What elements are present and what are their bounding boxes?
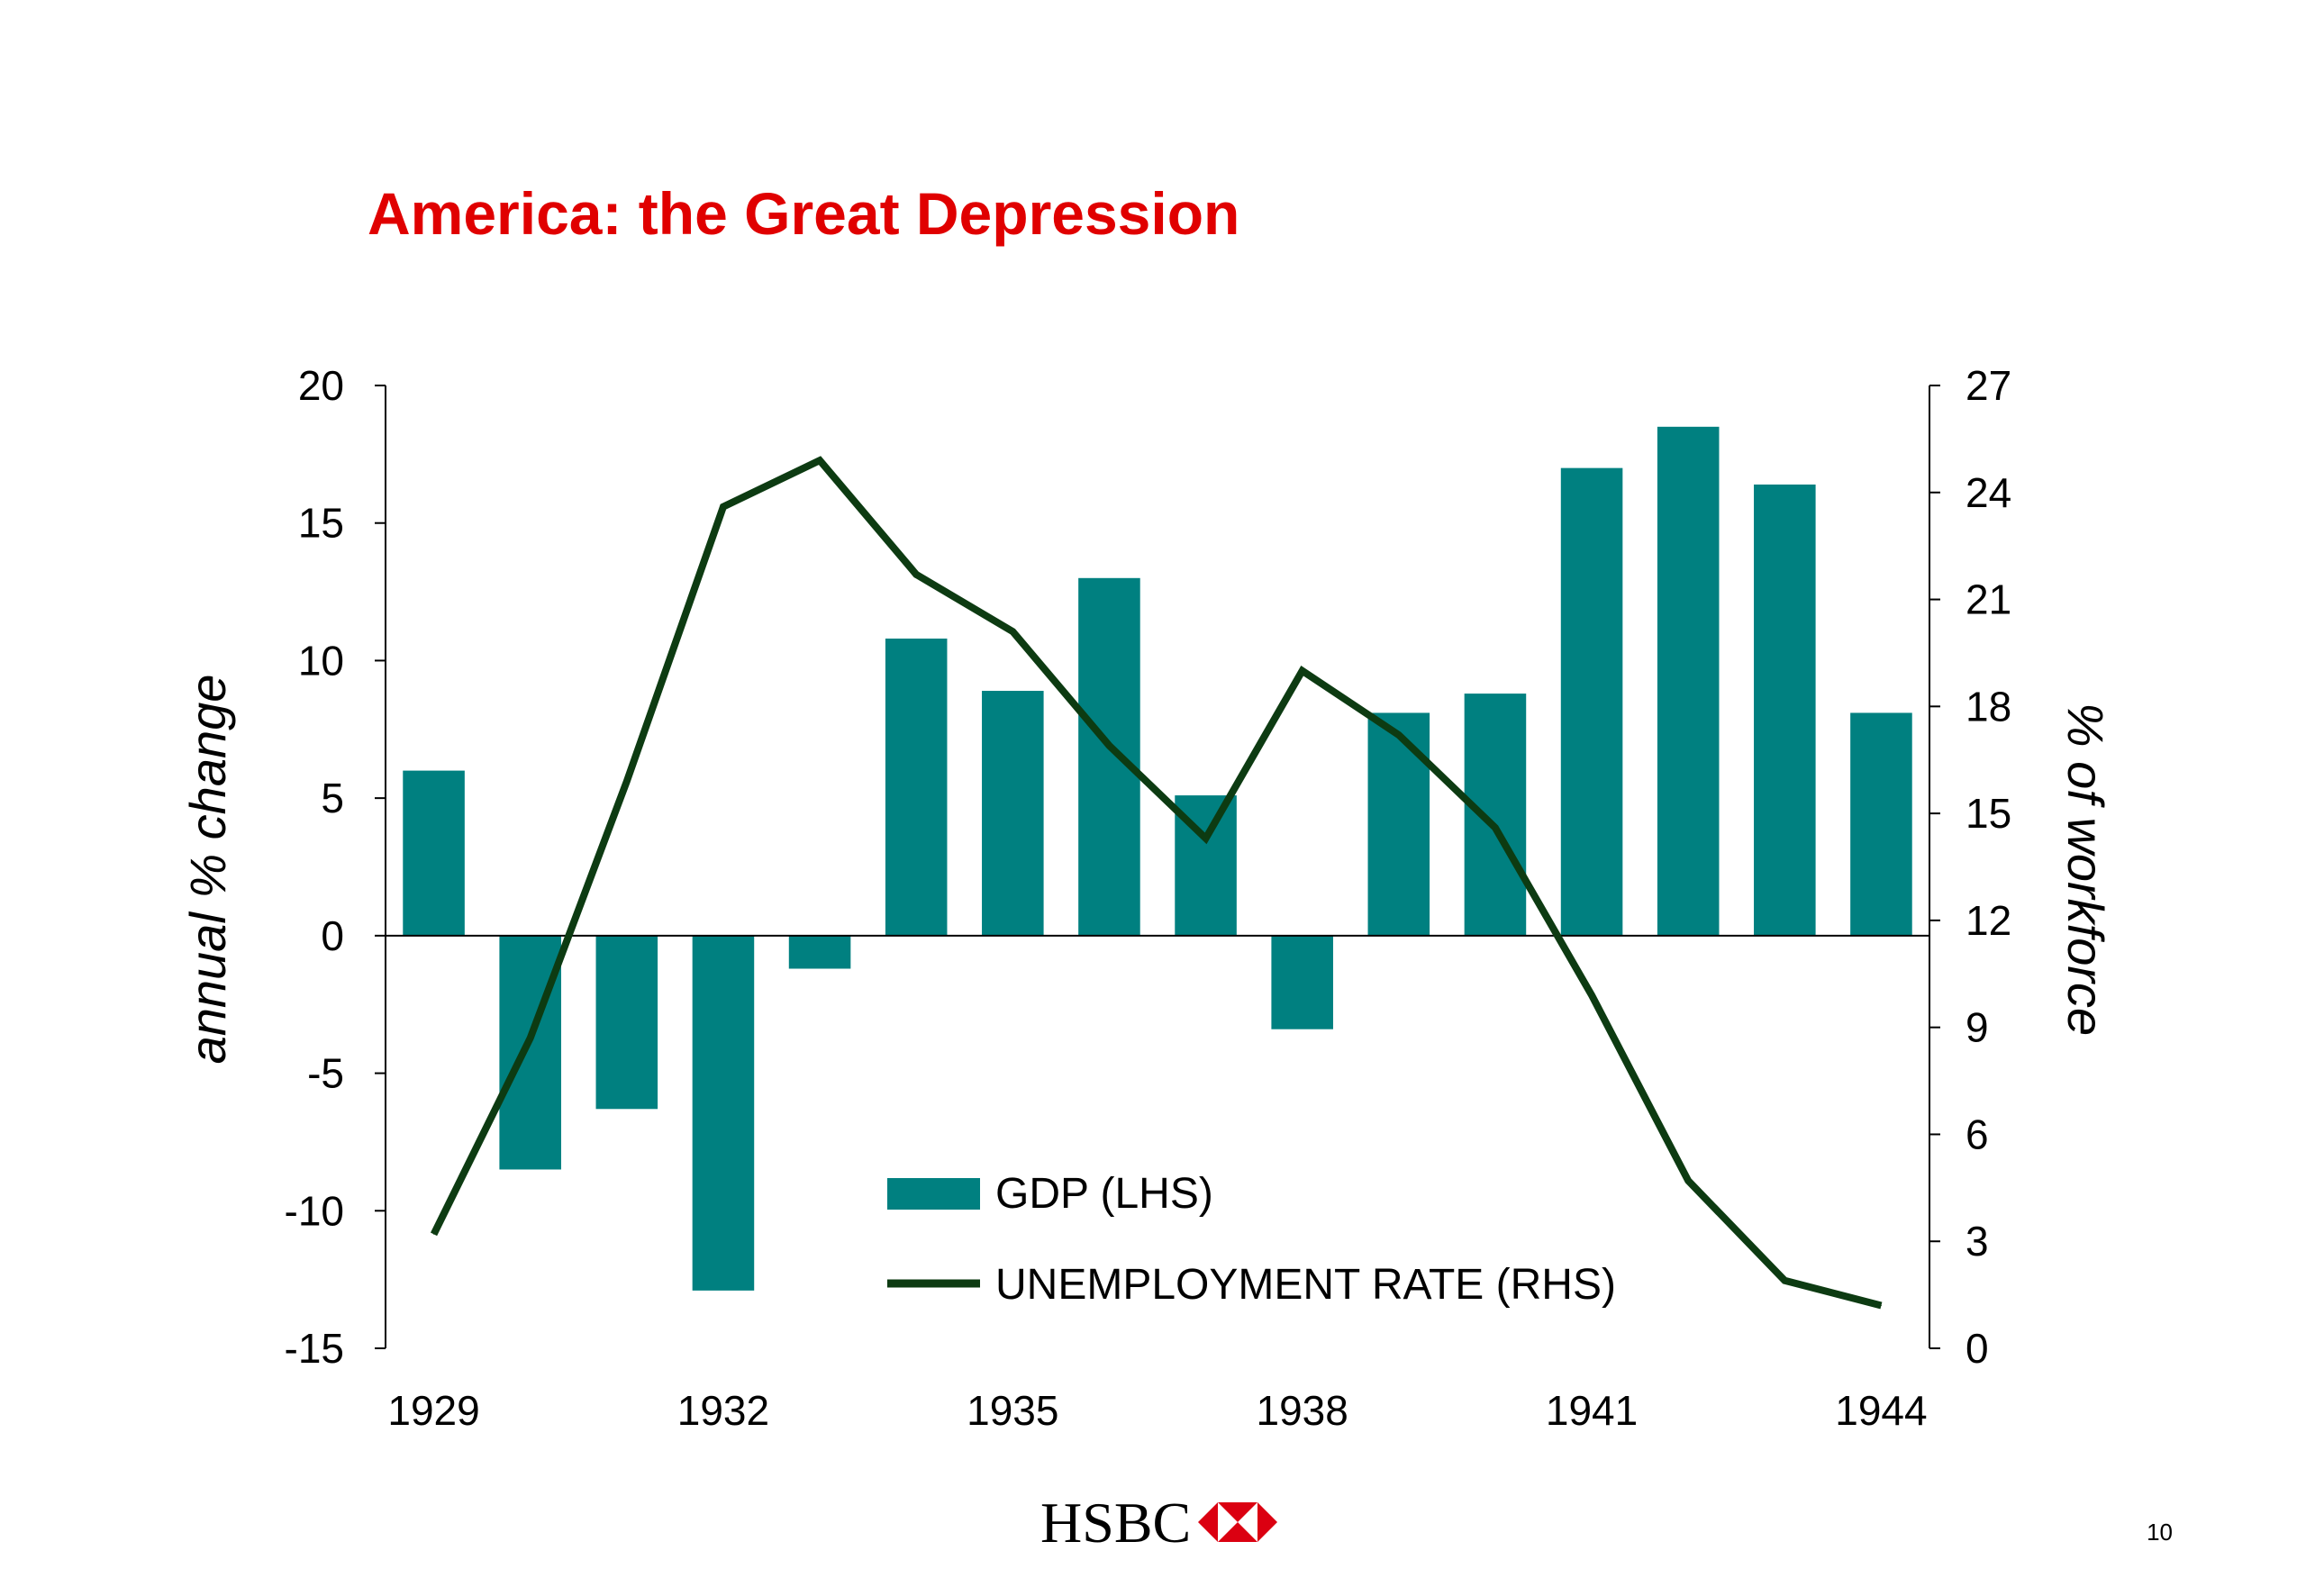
gdp-bar-1938	[1271, 935, 1333, 1029]
left-tick-label: -5	[307, 1050, 344, 1097]
x-tick-label: 1941	[1546, 1387, 1638, 1434]
legend: GDP (LHS) UNEMPLOYMENT RATE (RHS)	[887, 1170, 1616, 1309]
x-tick-label: 1935	[967, 1387, 1058, 1434]
unemployment-point-1941	[1591, 994, 1593, 996]
left-tick-label: 0	[321, 912, 344, 959]
logo-bottom-bow	[1218, 1522, 1257, 1542]
x-tick-label: 1944	[1835, 1387, 1927, 1434]
unemployment-point-1940	[1494, 827, 1496, 829]
left-tick-label: 15	[298, 500, 344, 547]
gdp-bar-1943	[1754, 484, 1816, 936]
gdp-bar-1942	[1657, 426, 1720, 936]
gdp-bar-1936	[1078, 577, 1140, 936]
x-tick-label: 1932	[677, 1387, 769, 1434]
gdp-bar-1933	[788, 935, 851, 969]
gdp-bar-1940	[1464, 694, 1527, 936]
x-tick-label: 1929	[387, 1387, 479, 1434]
gdp-bar-1932	[692, 935, 755, 1291]
gdp-bar-1935	[982, 691, 1044, 936]
hsbc-logo-text: HSBC	[1040, 1491, 1191, 1555]
left-axis-title: annual % change	[179, 675, 236, 1065]
logo-top-bow	[1218, 1502, 1257, 1522]
unemployment-point-1934	[915, 574, 917, 576]
unemployment-point-1935	[1012, 630, 1013, 632]
left-tick-label: 10	[298, 637, 344, 684]
gdp-bar-1931	[595, 935, 658, 1110]
gdp-bar-1934	[885, 638, 948, 936]
right-tick-label: 27	[1966, 362, 2011, 409]
unemployment-point-1932	[722, 506, 724, 508]
gdp-bars	[403, 426, 1912, 1291]
unemployment-point-1939	[1398, 734, 1400, 736]
left-tick-label: -15	[285, 1325, 344, 1372]
right-tick-label: 9	[1966, 1004, 1989, 1051]
logo-top-left-triangle	[1198, 1502, 1218, 1542]
right-axis: 27 24 21 18 15 12 9 6 3 0	[1929, 362, 2011, 1372]
unemployment-point-1943	[1784, 1280, 1785, 1282]
legend-gdp-swatch	[887, 1178, 980, 1210]
legend-unemployment-label: UNEMPLOYMENT RATE (RHS)	[995, 1261, 1616, 1309]
left-tick-label: 20	[298, 362, 344, 409]
left-tick-label: -10	[285, 1187, 344, 1234]
right-axis-title: % of workforce	[2057, 703, 2114, 1036]
right-tick-label: 12	[1966, 897, 2011, 944]
gdp-bar-1941	[1560, 467, 1623, 936]
right-tick-label: 18	[1966, 683, 2011, 730]
right-tick-label: 6	[1966, 1111, 1989, 1157]
unemployment-point-1929	[433, 1233, 435, 1235]
hsbc-hexagon-icon	[1198, 1502, 1277, 1542]
left-tick-label: 5	[321, 775, 344, 821]
x-tick-label: 1938	[1257, 1387, 1348, 1434]
x-axis: 1929 1932 1935 1938 1941 1944	[387, 1387, 1927, 1434]
gdp-bar-1929	[403, 770, 465, 936]
gdp-bar-1944	[1850, 712, 1912, 936]
unemployment-point-1942	[1687, 1180, 1689, 1182]
unemployment-point-1931	[626, 780, 628, 782]
unemployment-point-1937	[1205, 838, 1207, 839]
unemployment-point-1944	[1880, 1304, 1882, 1306]
right-tick-label: 21	[1966, 576, 2011, 623]
page-number: 10	[2147, 1519, 2173, 1546]
unemployment-line	[430, 456, 1883, 1310]
legend-gdp-label: GDP (LHS)	[995, 1170, 1213, 1218]
right-tick-label: 3	[1966, 1218, 1989, 1265]
unemployment-series-line	[430, 456, 1883, 1310]
unemployment-point-1933	[819, 459, 821, 461]
right-tick-label: 24	[1966, 469, 2011, 516]
gdp-bar-1939	[1367, 712, 1430, 936]
left-axis: 20 15 10 5 0 -5 -10 -15	[285, 362, 386, 1372]
unemployment-point-1938	[1302, 670, 1303, 672]
chart-title: America: the Great Depression	[368, 180, 1239, 247]
unemployment-point-1936	[1108, 745, 1110, 747]
logo-top-right-triangle	[1257, 1502, 1277, 1542]
right-tick-label: 15	[1966, 790, 2011, 837]
right-tick-label: 0	[1966, 1325, 1989, 1372]
footer: HSBC 10	[1040, 1491, 2173, 1555]
